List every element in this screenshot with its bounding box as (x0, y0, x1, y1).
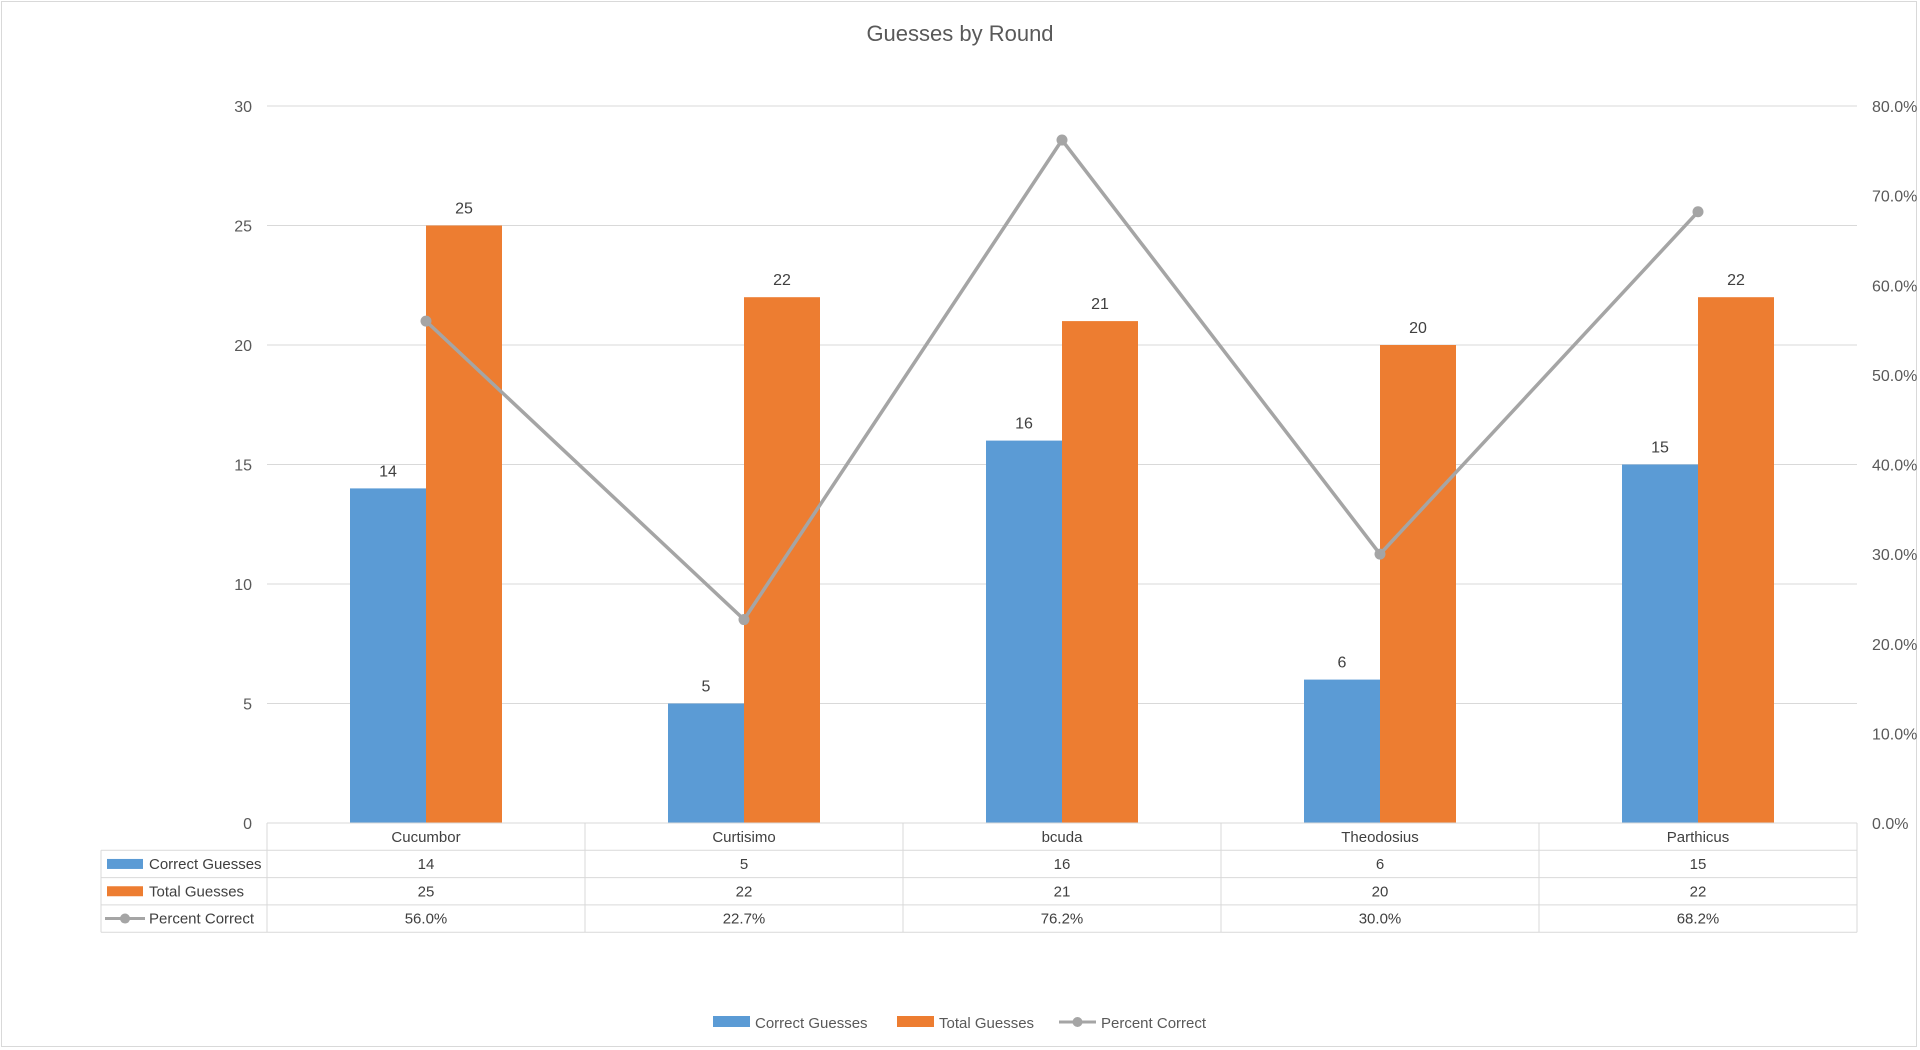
bar (426, 225, 502, 823)
category-label: bcuda (1042, 829, 1084, 846)
table-cell: 21 (1054, 883, 1071, 900)
y-tick-label: 25 (234, 219, 252, 236)
bar (1622, 464, 1698, 823)
table-cell: 6 (1376, 856, 1384, 873)
data-table: Cucumbor Curtisimo bcuda Theodosius Parthicu… (100, 822, 1858, 933)
y2-tick-label: 60.0% (1872, 278, 1917, 295)
legend-key (713, 1016, 750, 1027)
table-cell: 68.2% (1677, 911, 1720, 928)
table-cell: 16 (1054, 856, 1071, 873)
table-cell: 14 (418, 856, 435, 873)
category-label: Cucumbor (391, 829, 460, 846)
y2-tick-label: 80.0% (1872, 99, 1917, 116)
table-series-name: Percent Correct (149, 911, 255, 928)
legend-key (897, 1016, 934, 1027)
bar (1698, 297, 1774, 823)
table-series-name: Total Guesses (149, 883, 244, 900)
y2-tick-label: 30.0% (1872, 547, 1917, 564)
bar (668, 703, 744, 823)
bar-value-label: 16 (1015, 416, 1033, 433)
bar-value-label: 25 (455, 201, 473, 218)
legend-label: Correct Guesses (755, 1015, 868, 1032)
bar (1304, 679, 1380, 823)
bar (986, 440, 1062, 823)
y2-axis: 0.0% 10.0% 20.0% 30.0% 40.0% 50.0% 60.0% 70.0% 8… (1872, 99, 1917, 833)
category-label: Curtisimo (712, 829, 775, 846)
y-tick-label: 15 (234, 458, 252, 475)
bar (1380, 345, 1456, 823)
bar-labels: 14 5 16 6 15 25 22 21 20 22 (379, 201, 1745, 696)
bar-value-label: 22 (773, 272, 791, 289)
y-tick-label: 30 (234, 99, 252, 116)
table-cell: 15 (1690, 856, 1707, 873)
table-series-name: Correct Guesses (149, 856, 262, 873)
y-tick-label: 0 (243, 816, 252, 833)
legend-key-marker (1072, 1017, 1083, 1027)
table-legend-key (107, 886, 143, 897)
table-cell: 56.0% (405, 911, 448, 928)
bar-value-label: 15 (1651, 440, 1669, 457)
legend: Correct Guesses Total Guesses Percent Corr… (713, 1015, 1207, 1032)
line-point (1056, 134, 1068, 146)
table-cell: 22 (1690, 883, 1707, 900)
y2-tick-label: 50.0% (1872, 368, 1917, 385)
y2-tick-label: 20.0% (1872, 637, 1917, 654)
bar-value-label: 21 (1091, 296, 1109, 313)
y2-tick-label: 70.0% (1872, 189, 1917, 206)
legend-label: Total Guesses (939, 1015, 1034, 1032)
y2-tick-label: 10.0% (1872, 726, 1917, 743)
bar (350, 488, 426, 823)
category-label: Parthicus (1667, 829, 1730, 846)
table-cell: 76.2% (1041, 911, 1084, 928)
chart-title: Guesses by Round (866, 21, 1053, 46)
line-point (738, 614, 750, 626)
bar-value-label: 14 (379, 463, 397, 480)
table-legend-key (107, 858, 143, 869)
bar-value-label: 20 (1409, 320, 1427, 337)
y-axis: 0 5 10 15 20 25 30 (234, 99, 252, 833)
bars (350, 225, 1774, 823)
table-cell: 30.0% (1359, 911, 1402, 928)
y2-tick-label: 0.0% (1872, 816, 1908, 833)
table-cell: 5 (740, 856, 748, 873)
category-label: Theodosius (1341, 829, 1419, 846)
line-point (1374, 548, 1386, 560)
bar (1062, 321, 1138, 823)
y-tick-label: 5 (243, 697, 252, 714)
bar-value-label: 6 (1338, 655, 1347, 672)
line-point (420, 315, 432, 327)
table-legend-key-marker (120, 913, 130, 924)
y-tick-label: 10 (234, 577, 252, 594)
bar-value-label: 5 (702, 679, 711, 696)
table-cell: 20 (1372, 883, 1389, 900)
y-tick-label: 20 (234, 338, 252, 355)
y2-tick-label: 40.0% (1872, 458, 1917, 475)
legend-label: Percent Correct (1101, 1015, 1207, 1032)
line-point (1692, 206, 1704, 218)
table-cell: 25 (418, 883, 435, 900)
line-series (420, 134, 1704, 626)
bar-value-label: 22 (1727, 272, 1745, 289)
table-cell: 22.7% (723, 911, 766, 928)
table-cell: 22 (736, 883, 753, 900)
